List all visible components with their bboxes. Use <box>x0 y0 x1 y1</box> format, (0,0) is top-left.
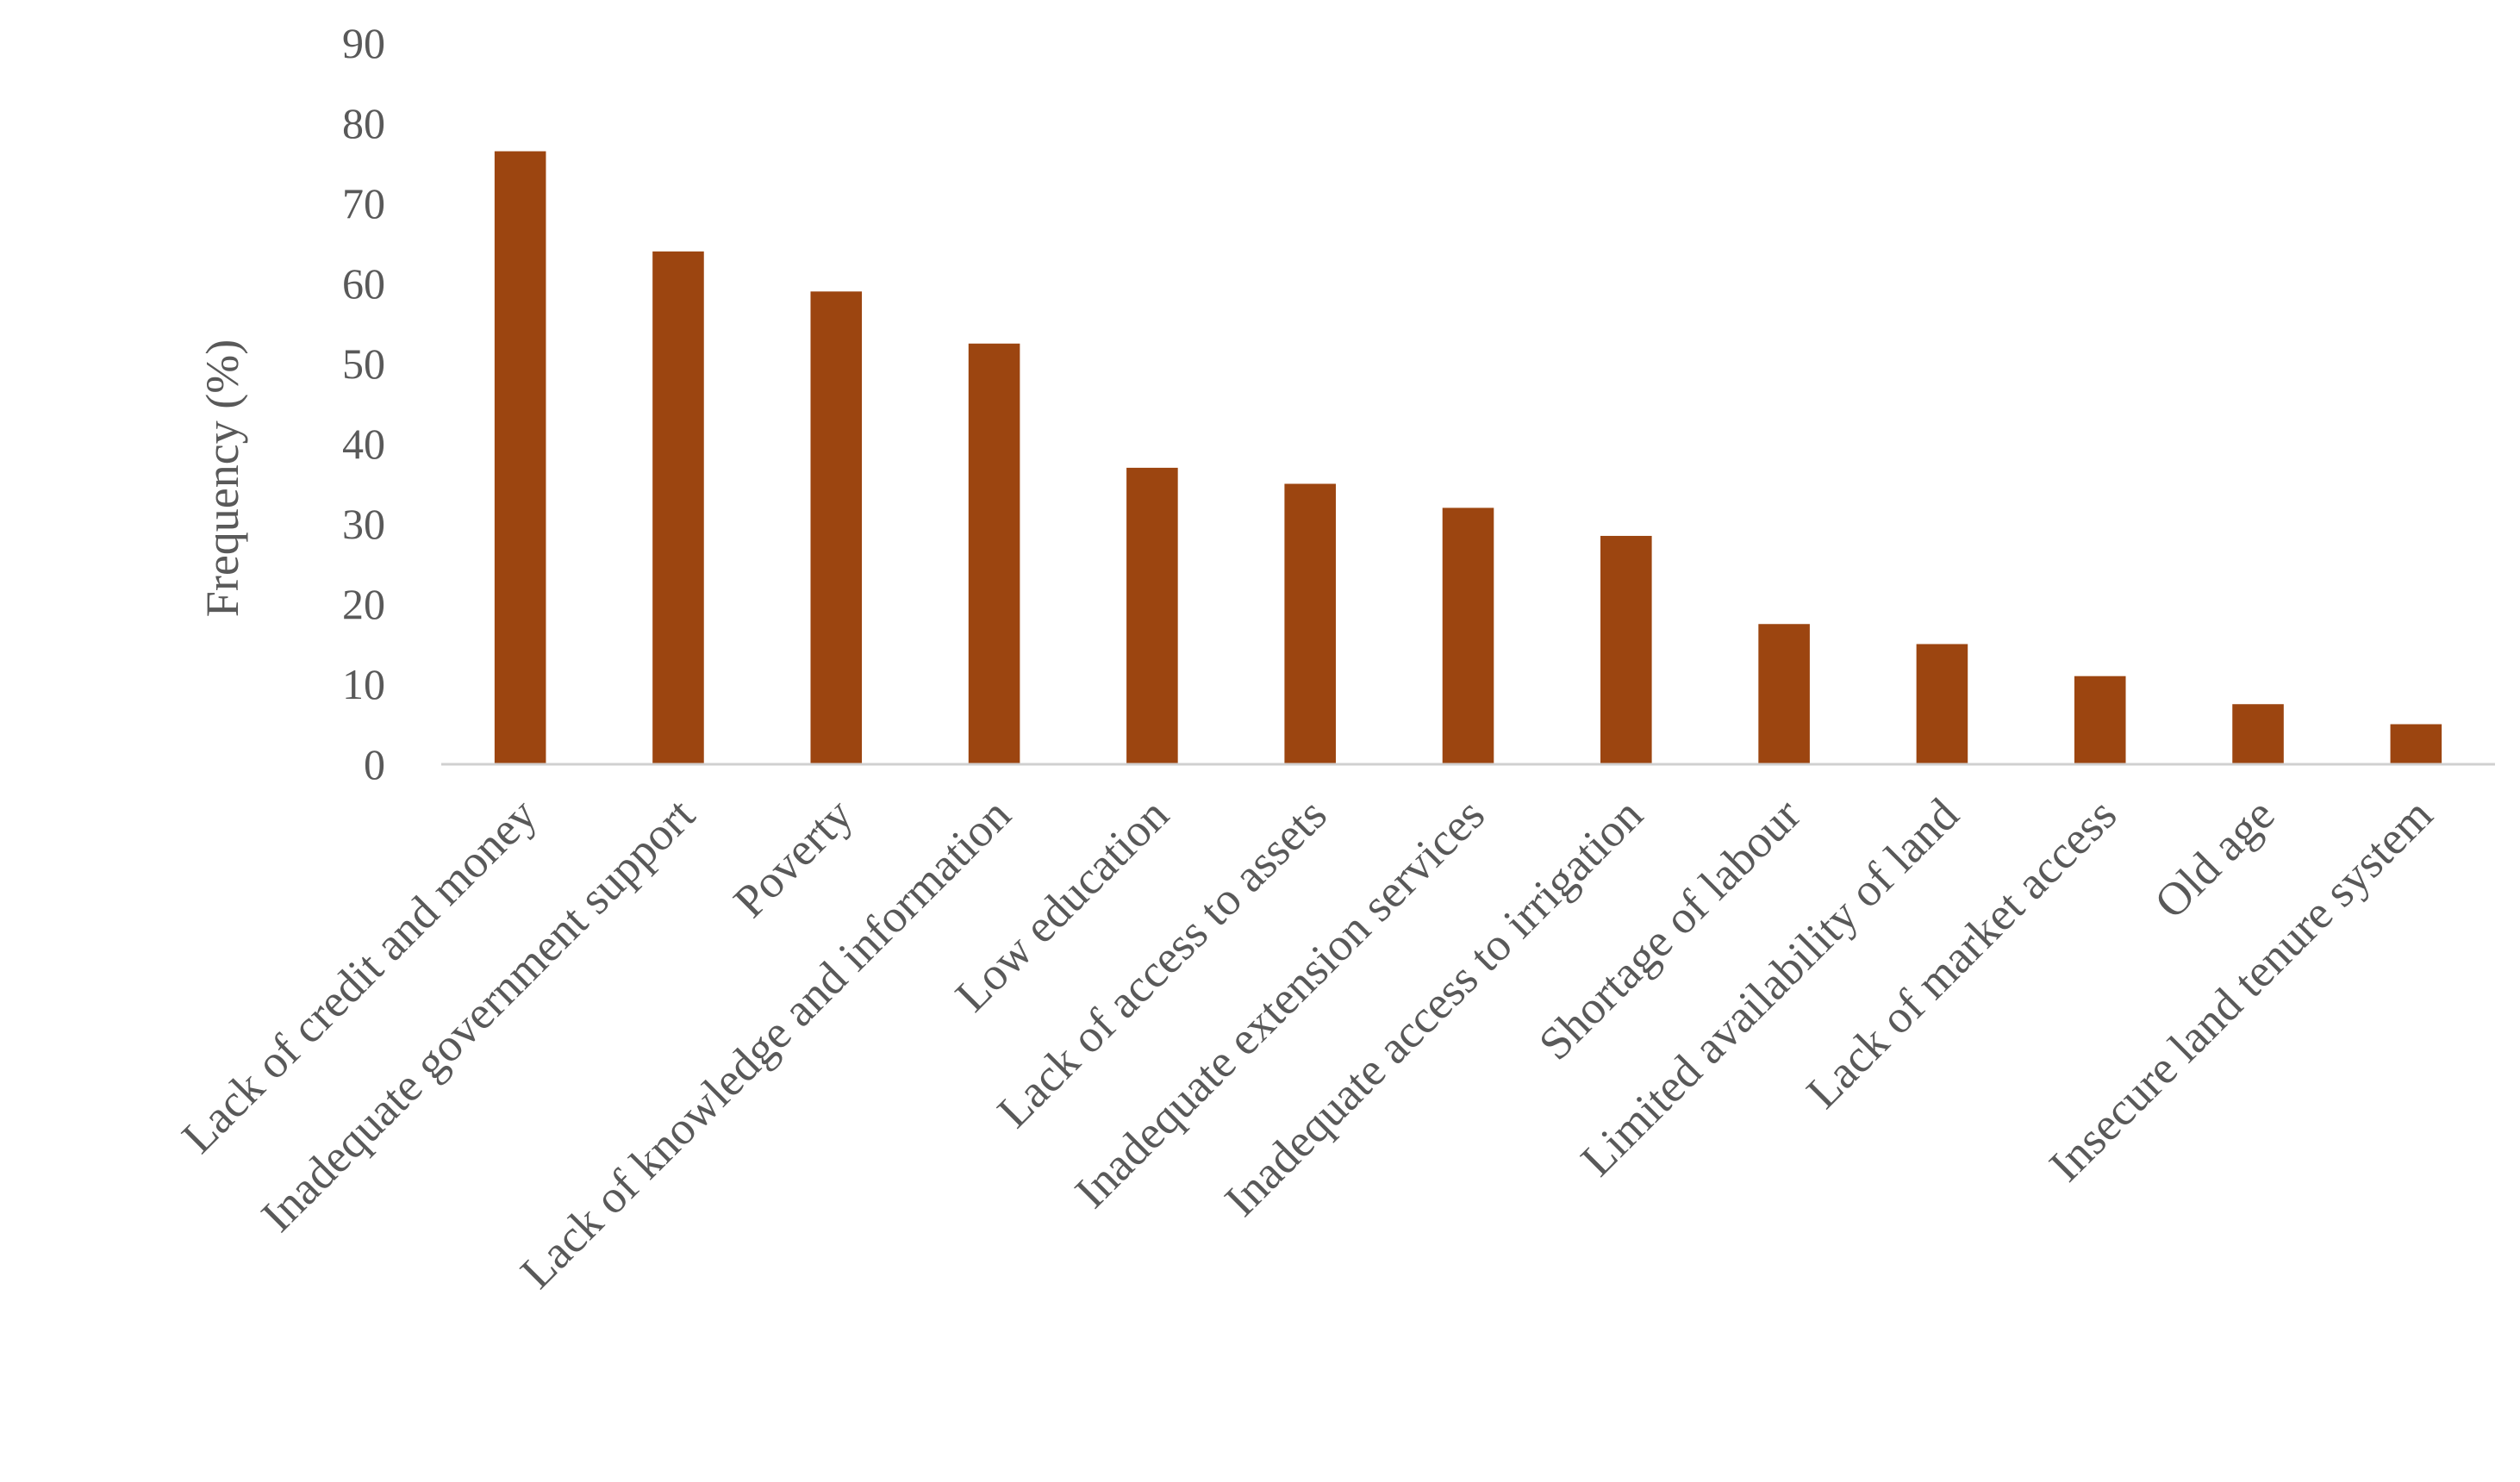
bar <box>1758 624 1810 764</box>
y-tick-label: 30 <box>342 500 385 548</box>
bar <box>1442 507 1494 764</box>
y-tick-label: 70 <box>342 179 385 227</box>
y-tick-label: 90 <box>342 19 385 67</box>
x-category-label: Lack of market access <box>1797 788 2127 1118</box>
bar <box>1916 644 1968 764</box>
bar <box>1600 535 1652 764</box>
y-tick-label: 20 <box>342 580 385 628</box>
bars <box>494 151 2442 765</box>
bar <box>968 343 1020 764</box>
y-tick-label: 10 <box>342 660 385 708</box>
x-category-label: Old age <box>2144 788 2284 928</box>
x-category-label: Shortage of labour <box>1529 788 1811 1070</box>
y-tick-label: 0 <box>364 740 385 788</box>
y-tick-label: 40 <box>342 420 385 468</box>
bar <box>494 151 546 765</box>
bar <box>652 251 704 764</box>
bar <box>1284 483 1336 764</box>
y-axis-title: Frequency (%) <box>196 339 248 617</box>
bar <box>2074 676 2126 764</box>
x-category-label: Poverty <box>724 788 863 927</box>
y-axis-ticks: 0 10 20 30 40 50 60 70 80 90 <box>342 19 385 788</box>
y-tick-label: 60 <box>342 259 385 308</box>
bar <box>1126 467 1178 764</box>
bar <box>810 291 863 764</box>
y-tick-label: 50 <box>342 339 385 388</box>
bar <box>2390 724 2442 764</box>
y-tick-label: 80 <box>342 99 385 147</box>
bar <box>2232 704 2284 764</box>
